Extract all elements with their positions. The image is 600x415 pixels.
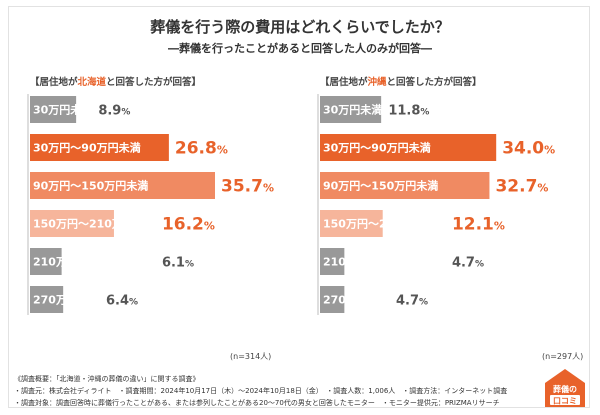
left-value-label-3: 35.7% [221,177,274,197]
right-value-label-4: 12.1% [452,215,505,235]
right-value-label-3: 32.7% [495,177,548,197]
right-bar-4 [320,210,383,237]
right-value-label-2: 34.0% [502,139,555,159]
left-category-label-6: 270万円以上 [33,293,100,307]
left-category-label-5: 210万円〜270万円未満 [33,255,156,269]
survey-overview: 《調査概要：「北海道・沖縄の葬儀の違い」に関する調査》 ・調査元：株式会社ディラ… [14,373,507,409]
left-panel-title: 【居住地が北海道と回答した方が回答】 [30,77,202,88]
left-bar-2 [30,134,169,161]
left-category-label-2: 30万円〜90万円未満 [33,141,141,155]
right-category-label-6: 270万円以上 [323,293,390,307]
right-n-label: (n=297人) [542,352,584,361]
left-value-label-4: 16.2% [162,215,215,235]
left-bar-1 [30,96,77,123]
right-bar-6 [320,286,345,313]
left-value-label-5: 6.1% [162,256,194,271]
right-value-label-6: 4.7% [396,294,428,309]
right-category-label-4: 150万円〜210万円未満 [323,217,446,231]
right-bar-1 [320,96,382,123]
right-bar-3 [320,172,490,199]
right-category-label-1: 30万円未満 [323,103,382,117]
survey-overview-details: ・調査元：株式会社ディライト ・調査期間：2024年10月17日（木）〜2024… [14,387,508,395]
left-value-label-1: 8.9% [98,104,130,119]
left-category-label-3: 90万円〜150万円未満 [33,179,148,193]
right-value-label-5: 4.7% [452,256,484,271]
survey-overview-target: ・調査対象：調査回答時に葬儀行ったことがある、または参列したことがある20〜70… [14,399,500,407]
left-bar-3 [30,172,215,199]
survey-overview-title: 《調査概要：「北海道・沖縄の葬儀の違い」に関する調査》 [14,375,200,383]
svg-text:口コミ: 口コミ [553,397,577,406]
svg-text:葬儀の: 葬儀の [553,384,577,394]
right-panel-title: 【居住地が沖縄と回答した方が回答】 [320,77,482,88]
right-bar-2 [320,134,497,161]
left-bar-6 [30,286,64,313]
right-category-label-5: 210万円〜270万円未満 [323,255,446,269]
page-subtitle: ―葬儀を行ったことがあると回答した人のみが回答― [168,42,432,55]
infographic-frame [8,6,590,408]
right-bar-5 [320,248,345,275]
right-value-label-1: 11.8% [388,104,429,119]
left-value-label-6: 6.4% [106,294,138,309]
left-category-label-4: 150万円〜210万円未満 [33,217,156,231]
sougi-no-kuchikomi-logo: 葬儀の 口コミ [545,369,585,407]
left-value-label-2: 26.8% [175,139,228,159]
left-category-label-1: 30万円未満 [33,103,92,117]
left-bar-5 [30,248,62,275]
left-n-label: (n=314人) [230,352,272,361]
page-title: 葬儀を行う際の費用はどれくらいでしたか？ [150,18,450,36]
left-bar-4 [30,210,114,237]
right-category-label-2: 30万円〜90万円未満 [323,141,431,155]
right-category-label-3: 90万円〜150万円未満 [323,179,438,193]
